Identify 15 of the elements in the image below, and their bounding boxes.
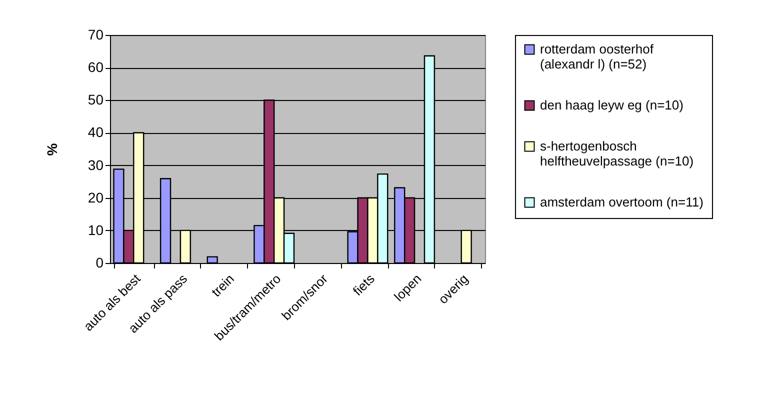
legend-label: rotterdam oosterhof (alexandr l) (n=52): [540, 42, 654, 72]
y-axis-title: %: [44, 142, 60, 156]
y-tick-label: 60: [88, 59, 104, 76]
y-tick-label: 70: [88, 26, 104, 42]
bar: [206, 256, 218, 264]
legend-label: amsterdam overtoom (n=11): [540, 194, 704, 210]
y-tick-label: 10: [88, 222, 104, 238]
legend-label: s-hertogenbosch helftheuvelpassage (n=10): [540, 138, 694, 168]
legend-label: den haag leyw eg (n=10): [540, 98, 684, 112]
y-tick-label: 40: [88, 124, 104, 140]
y-tick-label: 30: [88, 156, 104, 173]
x-tick-label: fiets: [350, 270, 378, 299]
y-tick-label: 20: [88, 189, 104, 206]
y-tick-label: 0: [96, 254, 104, 270]
y-tick-label: 50: [88, 92, 104, 108]
